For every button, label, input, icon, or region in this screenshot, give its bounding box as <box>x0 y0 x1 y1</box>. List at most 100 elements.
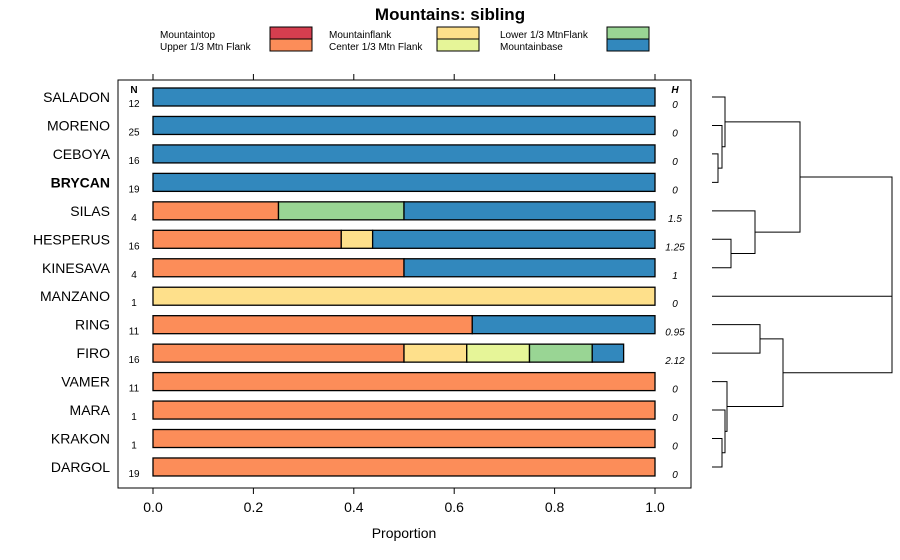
legend-label-mountainbase: Mountainbase <box>500 42 563 53</box>
row-label: BRYCAN <box>51 174 110 190</box>
bar-segment-upper-1-3-mtn-flank <box>152 371 656 392</box>
row-label: MANZANO <box>40 288 110 304</box>
bar-segment-upper-1-3-mtn-flank <box>152 315 473 335</box>
legend-label-lower-1-3-mtnflank: Lower 1/3 MtnFlank <box>500 30 589 41</box>
n-value: 11 <box>129 384 140 395</box>
bar-segment-upper-1-3-mtn-flank <box>152 258 405 278</box>
n-value: 25 <box>128 127 140 138</box>
n-value: 1 <box>131 298 137 309</box>
legend-swatch-mountainbase <box>606 38 650 52</box>
plot-frame <box>117 79 692 489</box>
legend-label-mountainflank: Mountainflank <box>329 30 392 41</box>
dendrogram-branch <box>712 96 726 148</box>
n-value: 1 <box>131 412 137 423</box>
h-value: 1.5 <box>668 214 682 225</box>
row-hesperus: HESPERUS 16 1.25 <box>33 229 685 253</box>
dendrogram <box>712 96 893 468</box>
row-label: KINESAVA <box>42 260 111 276</box>
h-value: 0 <box>672 442 678 453</box>
chart-title: Mountains: sibling <box>375 5 525 24</box>
h-column-header: H <box>671 85 679 96</box>
n-value: 4 <box>131 270 137 281</box>
bar-segment-mountainbase <box>403 258 656 278</box>
legend-swatch-mountaintop <box>269 26 313 40</box>
n-value: 11 <box>129 327 140 338</box>
x-tick-label: 0.4 <box>344 499 364 515</box>
h-value: 0 <box>672 157 678 168</box>
dendrogram-branch <box>712 324 761 354</box>
bar-segment-mountainbase <box>591 343 625 363</box>
row-ring: RING 11 0.95 <box>75 315 685 339</box>
legend-swatch-center-1-3-mtn-flank <box>436 38 480 52</box>
dendrogram-branch <box>712 409 726 454</box>
bar-segment-upper-1-3-mtn-flank <box>152 457 656 477</box>
dendrogram-branch <box>783 176 893 374</box>
bar-segment-upper-1-3-mtn-flank <box>152 343 405 363</box>
x-tick-label: 1.0 <box>645 499 665 515</box>
x-tick-label: 0.6 <box>444 499 464 515</box>
h-value: 0 <box>672 128 678 139</box>
h-value: 2.12 <box>664 356 685 367</box>
h-value: 0.95 <box>665 328 685 339</box>
n-value: 19 <box>128 469 140 480</box>
bar-segment-mountainbase <box>152 87 656 107</box>
x-axis: 0.0 0.2 0.4 0.6 0.8 1.0 <box>143 74 665 515</box>
bar-segment-mountainbase <box>152 115 656 136</box>
h-value: 0 <box>672 413 678 424</box>
bar-segment-mountainbase <box>471 315 656 335</box>
bar-segment-mountainflank <box>152 286 656 306</box>
bar-segment-mountainbase <box>152 144 656 164</box>
dendrogram-branch <box>727 338 784 408</box>
bar-segment-upper-1-3-mtn-flank <box>152 400 656 420</box>
dendrogram-branch <box>712 124 723 169</box>
row-kinesava: KINESAVA 4 1 <box>42 258 678 282</box>
h-value: 0 <box>672 185 678 196</box>
n-value: 1 <box>131 441 137 452</box>
bar-segment-mountainflank <box>403 343 468 363</box>
row-krakon: KRAKON 1 0 <box>51 428 678 453</box>
n-value: 4 <box>131 213 137 224</box>
dendrogram-branch <box>712 438 723 468</box>
h-value: 0 <box>672 470 678 481</box>
row-moreno: MORENO 25 0 <box>47 115 678 139</box>
row-saladon: SALADON 12 0 <box>43 87 678 111</box>
row-label: HESPERUS <box>33 231 110 247</box>
h-value: 1.25 <box>665 242 685 253</box>
row-firo: FIRO 16 2.12 <box>77 343 685 367</box>
n-column-header: N <box>130 85 137 96</box>
row-ceboya: CEBOYA 16 0 <box>53 144 678 168</box>
h-value: 0 <box>672 299 678 310</box>
n-value: 16 <box>128 156 140 167</box>
x-tick-label: 0.8 <box>545 499 565 515</box>
x-tick-label: 0.0 <box>143 499 163 515</box>
row-label: KRAKON <box>51 431 110 447</box>
row-manzano: MANZANO 1 0 <box>40 286 678 310</box>
bar-segment-center-1-3-mtn-flank <box>466 343 531 363</box>
row-vamer: VAMER 11 0 <box>61 371 678 396</box>
h-value: 0 <box>672 385 678 396</box>
h-value: 1 <box>672 271 678 282</box>
row-label: RING <box>75 317 110 333</box>
dendrogram-branch <box>725 121 801 233</box>
legend-swatch-upper-1-3-mtn-flank <box>269 38 313 52</box>
row-label: MORENO <box>47 117 110 133</box>
legend-label-mountaintop: Mountaintop <box>160 30 215 41</box>
n-value: 16 <box>128 241 140 252</box>
bar-segment-upper-1-3-mtn-flank <box>152 201 280 221</box>
dendrogram-branch <box>712 210 756 255</box>
row-label: CEBOYA <box>53 146 111 162</box>
n-value: 12 <box>128 99 140 110</box>
row-label: MARA <box>70 402 111 418</box>
row-mara: MARA 1 0 <box>70 400 678 424</box>
row-label: VAMER <box>61 374 110 390</box>
dendrogram-branch <box>712 238 732 269</box>
bar-segment-mountainbase <box>403 201 656 221</box>
bar-segment-lower-1-3-mtnflank <box>528 343 593 363</box>
row-dargol: DARGOL 19 0 <box>51 457 678 481</box>
bar-segment-lower-1-3-mtnflank <box>277 201 405 221</box>
row-label: SALADON <box>43 89 110 105</box>
bar-segment-upper-1-3-mtn-flank <box>152 428 656 449</box>
